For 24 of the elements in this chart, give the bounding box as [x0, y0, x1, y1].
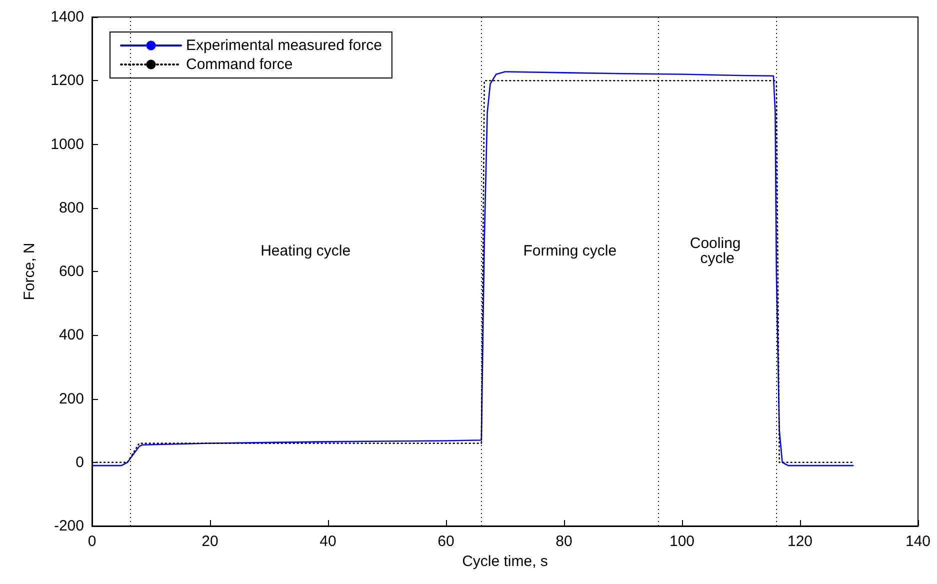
y-tick-label: 400 [58, 326, 84, 344]
y-tick-label: -200 [54, 518, 84, 534]
annotation: Cooling cycle [690, 235, 745, 268]
y-tick-label: 200 [58, 390, 84, 408]
y-tick-label: 1000 [50, 136, 84, 153]
x-axis-title: Cycle time, s [462, 553, 548, 570]
y-tick-label: 1200 [50, 72, 84, 90]
x-tick-label: 0 [88, 533, 96, 550]
x-tick-label: 140 [905, 533, 931, 550]
legend-label: Experimental measured force [186, 37, 382, 54]
x-tick-label: 40 [320, 533, 336, 550]
x-tick-label: 100 [669, 533, 695, 550]
y-tick-label: 800 [58, 199, 84, 216]
legend-label: Command force [186, 56, 293, 73]
x-tick-label: 80 [556, 533, 572, 550]
annotation: Forming cycle [523, 242, 617, 260]
y-tick-label: 600 [58, 263, 84, 280]
y-axis-title: Force, N [21, 242, 38, 300]
x-tick-label: 120 [787, 533, 813, 550]
y-tick-label: 1400 [50, 8, 84, 26]
x-tick-label: 60 [438, 533, 454, 550]
y-tick-label: 0 [76, 454, 84, 471]
annotation: Heating cycle [260, 242, 351, 260]
x-tick-label: 20 [202, 533, 218, 550]
